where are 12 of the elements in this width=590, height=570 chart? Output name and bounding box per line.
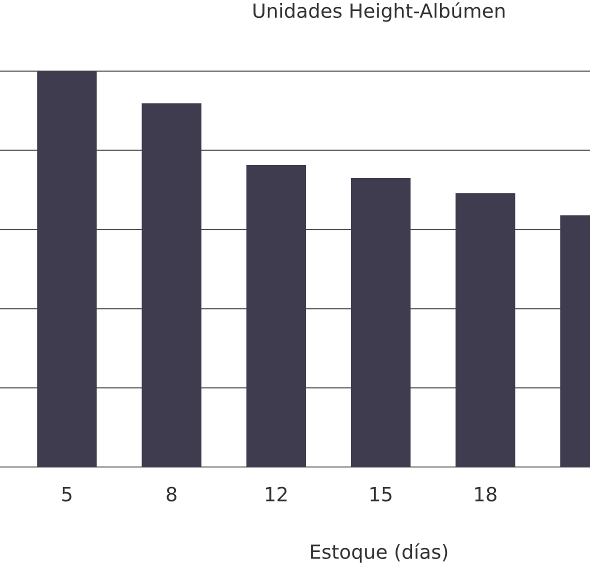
chart-title: Unidades Height-Albúmen <box>254 2 504 22</box>
bar <box>246 164 306 467</box>
x-tick-label: 15 <box>370 487 392 502</box>
x-tick-label: 18 <box>475 486 496 502</box>
x-tick-label: 8 <box>166 486 176 502</box>
bar <box>456 193 516 467</box>
bar <box>350 178 411 467</box>
x-axis-title: Estoque (días) <box>311 543 448 563</box>
bar <box>142 103 202 467</box>
x-tick-label: 12 <box>266 486 287 502</box>
x-tick-label: 5 <box>62 487 72 502</box>
bar <box>37 71 97 467</box>
